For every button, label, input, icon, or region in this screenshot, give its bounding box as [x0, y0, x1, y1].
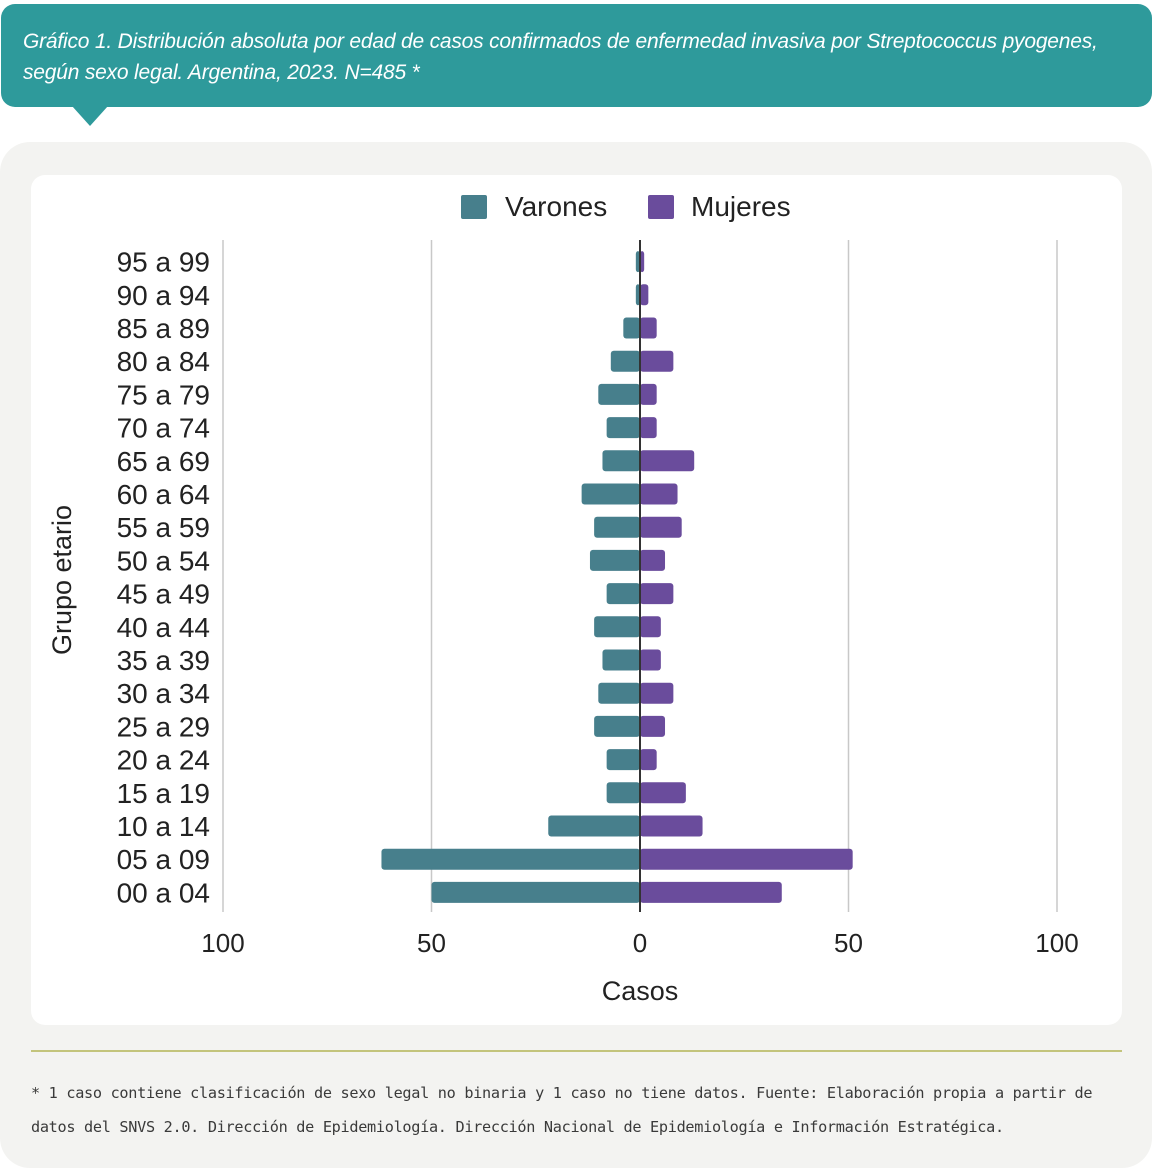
x-axis-title: Casos: [602, 976, 679, 1006]
x-tick-label: 50: [417, 928, 446, 958]
bar-mujeres-15-a-19: [640, 782, 686, 804]
bar-varones-45-a-49: [606, 583, 640, 605]
bar-mujeres-35-a-39: [640, 649, 661, 671]
bar-mujeres-55-a-59: [640, 516, 682, 538]
y-tick-label: 95 a 99: [117, 247, 210, 278]
y-tick-label: 20 a 24: [117, 745, 210, 776]
y-tick-label: 45 a 49: [117, 579, 210, 610]
bar-mujeres-70-a-74: [640, 417, 657, 439]
y-tick-label: 40 a 44: [117, 612, 210, 643]
y-tick-label: 30 a 34: [117, 678, 210, 709]
bar-varones-20-a-24: [606, 749, 640, 771]
x-tick-label: 100: [1035, 928, 1078, 958]
bar-mujeres-50-a-54: [640, 549, 666, 571]
x-tick-label: 100: [201, 928, 244, 958]
y-tick-label: 35 a 39: [117, 645, 210, 676]
legend-swatch-varones: [461, 195, 487, 219]
bar-varones-40-a-44: [594, 616, 640, 638]
bar-varones-15-a-19: [606, 782, 640, 804]
bars: [381, 251, 853, 903]
bar-varones-75-a-79: [598, 383, 640, 405]
x-tick-label: 0: [633, 928, 647, 958]
gridlines: [222, 240, 1058, 912]
y-axis-title: Grupo etario: [47, 505, 77, 655]
bar-varones-05-a-09: [381, 848, 640, 870]
bar-varones-25-a-29: [594, 715, 640, 737]
y-tick-label: 15 a 19: [117, 778, 210, 809]
bar-varones-55-a-59: [594, 516, 640, 538]
y-tick-label: 85 a 89: [117, 313, 210, 344]
footnote: * 1 caso contiene clasificación de sexo …: [31, 1084, 1093, 1136]
bar-mujeres-40-a-44: [640, 616, 661, 638]
y-tick-label: 90 a 94: [117, 280, 210, 311]
bar-mujeres-90-a-94: [640, 284, 649, 306]
y-tick-label: 55 a 59: [117, 512, 210, 543]
y-tick-label: 50 a 54: [117, 545, 210, 576]
bar-mujeres-75-a-79: [640, 383, 657, 405]
y-tick-label: 70 a 74: [117, 413, 210, 444]
legend-label-varones: Varones: [505, 191, 607, 222]
legend-swatch-mujeres: [648, 195, 674, 219]
y-tick-label: 60 a 64: [117, 479, 210, 510]
bar-mujeres-95-a-99: [640, 251, 645, 273]
bar-mujeres-60-a-64: [640, 483, 678, 505]
y-tick-label: 10 a 14: [117, 811, 210, 842]
y-tick-label: 00 a 04: [117, 877, 210, 908]
footer-divider: [31, 1050, 1122, 1052]
bar-mujeres-25-a-29: [640, 715, 666, 737]
y-tick-label: 05 a 09: [117, 844, 210, 875]
bar-mujeres-05-a-09: [640, 848, 853, 870]
bar-mujeres-80-a-84: [640, 350, 674, 372]
bar-varones-00-a-04: [431, 881, 640, 903]
x-tick-labels: 100 50 0 50 100: [201, 928, 1078, 958]
bar-varones-90-a-94: [635, 284, 640, 306]
bar-mujeres-65-a-69: [640, 450, 695, 472]
bar-varones-35-a-39: [602, 649, 640, 671]
bar-varones-80-a-84: [610, 350, 640, 372]
title-banner: Gráfico 1. Distribución absoluta por eda…: [1, 4, 1152, 107]
chart-title: Gráfico 1. Distribución absoluta por eda…: [23, 30, 1098, 84]
bar-varones-30-a-34: [598, 682, 640, 704]
bar-varones-70-a-74: [606, 417, 640, 439]
y-tick-label: 75 a 79: [117, 379, 210, 410]
bar-varones-95-a-99: [635, 251, 640, 273]
y-tick-label: 65 a 69: [117, 446, 210, 477]
bar-varones-85-a-89: [623, 317, 640, 339]
bar-mujeres-20-a-24: [640, 749, 657, 771]
x-tick-label: 50: [834, 928, 863, 958]
bar-mujeres-10-a-14: [640, 815, 703, 837]
bar-mujeres-45-a-49: [640, 583, 674, 605]
bar-mujeres-30-a-34: [640, 682, 674, 704]
bar-mujeres-00-a-04: [640, 881, 782, 903]
bar-varones-10-a-14: [548, 815, 640, 837]
y-tick-label: 80 a 84: [117, 346, 210, 377]
y-tick-label: 25 a 29: [117, 711, 210, 742]
bar-mujeres-85-a-89: [640, 317, 657, 339]
legend: Varones Mujeres: [461, 191, 791, 222]
legend-label-mujeres: Mujeres: [691, 191, 791, 222]
bar-varones-65-a-69: [602, 450, 640, 472]
bar-varones-60-a-64: [581, 483, 640, 505]
bar-varones-50-a-54: [589, 549, 640, 571]
banner-pointer: [72, 106, 108, 126]
